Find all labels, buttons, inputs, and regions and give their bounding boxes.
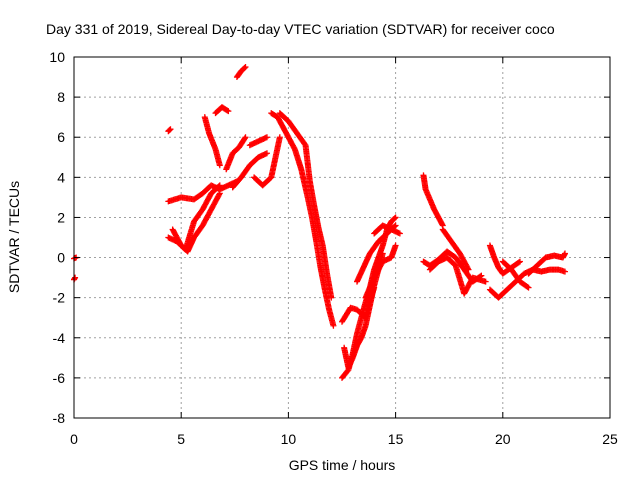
data-point — [242, 134, 249, 141]
chart-title: Day 331 of 2019, Sidereal Day-to-day VTE… — [46, 21, 555, 37]
data-point — [166, 126, 173, 133]
data-point — [482, 278, 489, 285]
data-point — [241, 64, 248, 71]
data-point — [464, 265, 471, 272]
data-point — [465, 266, 472, 273]
plot-frame — [73, 56, 611, 419]
data-point — [216, 190, 223, 197]
data-point — [224, 107, 231, 114]
data-point — [216, 182, 223, 189]
data-point — [263, 134, 270, 141]
x-tick-label: 5 — [177, 431, 185, 447]
y-tick-label: -4 — [53, 330, 66, 346]
data-point — [515, 259, 522, 266]
data-point — [263, 150, 270, 157]
data-point — [561, 250, 568, 257]
x-tick-label: 0 — [70, 431, 78, 447]
y-tick-label: 8 — [57, 89, 65, 105]
y-tick-label: -8 — [53, 410, 66, 426]
x-tick-label: 10 — [281, 431, 297, 447]
x-tick-label: 15 — [388, 431, 404, 447]
data-point — [72, 274, 79, 281]
y-tick-label: 0 — [57, 250, 65, 266]
data-point — [561, 268, 568, 275]
data-point — [516, 258, 523, 265]
data-point — [524, 283, 531, 290]
data-point — [167, 126, 174, 133]
axis-ticks: 0 5 10 15 20 25 -8 -6 -4 -2 0 2 4 6 8 10 — [49, 49, 618, 447]
x-tick-label: 25 — [602, 431, 618, 447]
data-point — [276, 134, 283, 141]
data-point — [241, 135, 248, 142]
data-point — [216, 191, 223, 198]
data-point — [392, 222, 399, 229]
y-tick-label: 4 — [57, 169, 65, 185]
data-point — [330, 322, 337, 329]
data-point — [391, 215, 398, 222]
data-point — [328, 294, 335, 301]
y-tick-label: -2 — [53, 290, 66, 306]
y-axis-label: SDTVAR / TECUs — [6, 181, 22, 293]
data-points — [71, 64, 568, 381]
x-axis-label: GPS time / hours — [289, 457, 396, 473]
data-point — [525, 284, 532, 291]
y-tick-label: 10 — [49, 49, 65, 65]
data-point — [392, 214, 399, 221]
grid — [74, 57, 610, 418]
y-tick-label: 6 — [57, 129, 65, 145]
data-point — [215, 183, 222, 190]
data-point — [225, 108, 232, 115]
data-point — [166, 127, 173, 134]
data-point — [392, 242, 399, 249]
data-point — [216, 162, 223, 169]
y-tick-label: 2 — [57, 209, 65, 225]
data-point — [242, 64, 249, 71]
y-tick-label: -6 — [53, 370, 66, 386]
x-tick-label: 20 — [495, 431, 511, 447]
data-point — [396, 230, 403, 237]
